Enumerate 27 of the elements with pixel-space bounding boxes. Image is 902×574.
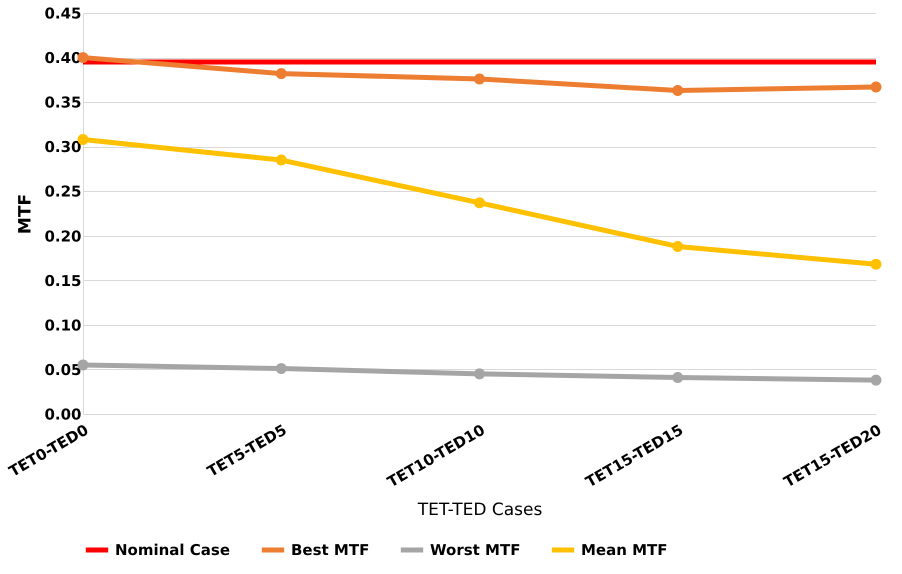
- y-tick-label: 0.20: [44, 227, 82, 246]
- y-tick-label: 0.15: [44, 272, 82, 290]
- point: [474, 197, 485, 208]
- legend-label: Nominal Case: [115, 541, 230, 559]
- legend-label: Best MTF: [291, 541, 370, 559]
- point: [870, 374, 882, 386]
- y-tick-label: 0.35: [44, 94, 82, 112]
- point: [276, 68, 287, 80]
- y-tick-label: 0.05: [44, 360, 82, 379]
- y-tick-label: 0.30: [44, 138, 82, 156]
- legend-label: Worst MTF: [430, 541, 520, 559]
- y-tick-label: 0.10: [44, 316, 82, 334]
- point: [672, 372, 684, 383]
- point: [276, 363, 287, 374]
- point: [672, 241, 684, 252]
- legend-label: Mean MTF: [581, 541, 668, 559]
- x-axis-title: TET-TED Cases: [416, 500, 542, 520]
- point: [474, 368, 485, 380]
- point: [870, 81, 882, 92]
- y-tick-label: 0.25: [44, 182, 82, 201]
- point: [870, 258, 882, 270]
- point: [672, 85, 684, 96]
- point: [276, 154, 287, 166]
- y-tick-label: 0.45: [44, 4, 82, 22]
- point: [474, 73, 485, 84]
- y-tick-label: 0.00: [44, 406, 82, 424]
- y-axis-title: MTF: [15, 194, 36, 234]
